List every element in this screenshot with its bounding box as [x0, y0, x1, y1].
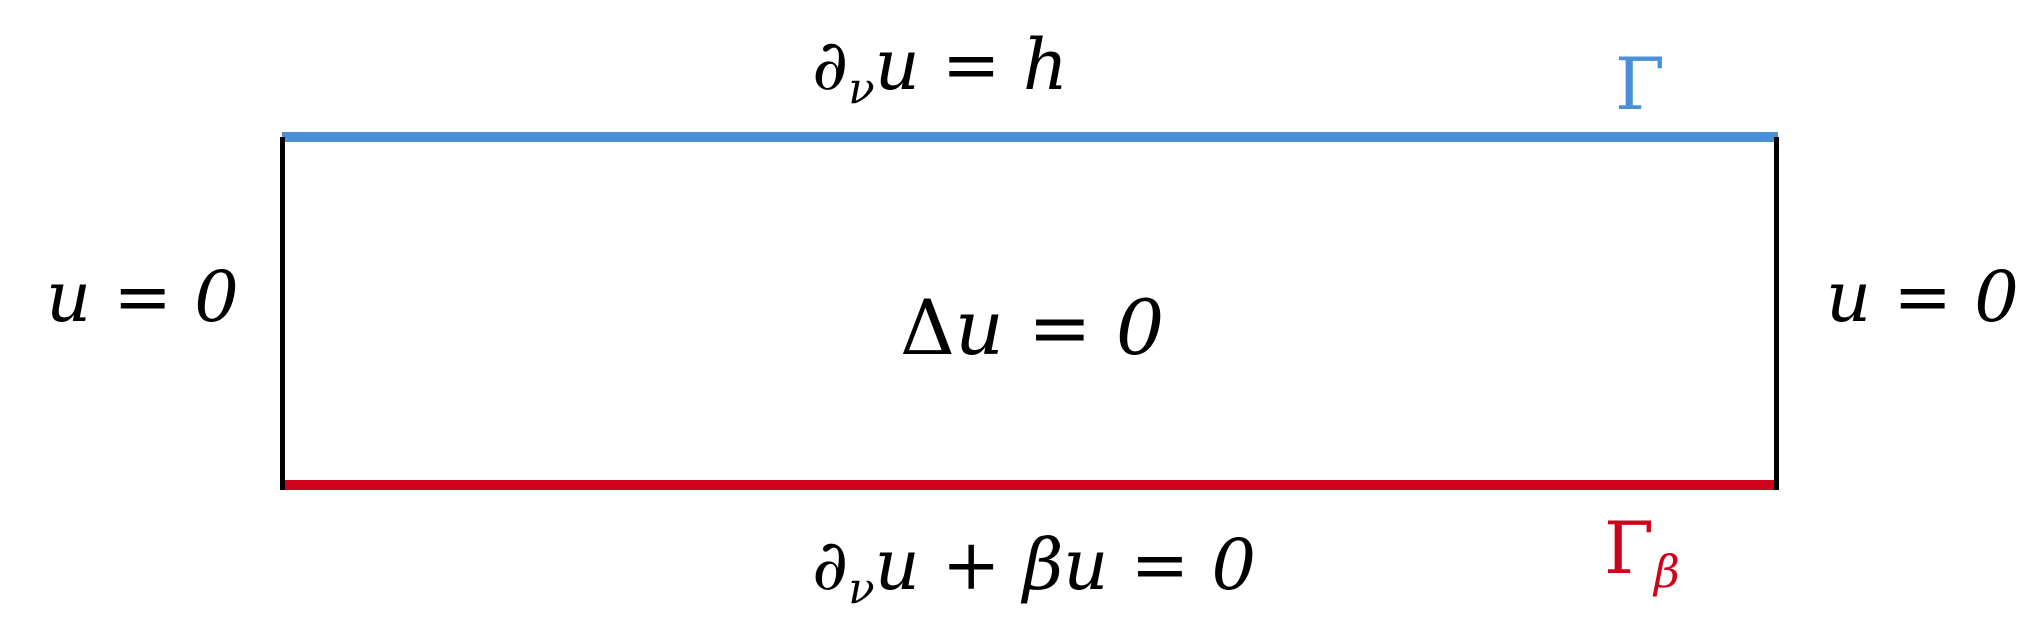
bottom-boundary-edge: [282, 480, 1778, 490]
top-boundary-condition: ∂νu = h: [812, 30, 1068, 111]
partial-symbol: ∂: [812, 24, 849, 106]
beta-subscript: β: [1653, 546, 1680, 599]
interior-rest: u = 0: [954, 283, 1165, 372]
nu-subscript: ν: [848, 563, 875, 614]
partial-symbol: ∂: [812, 524, 849, 606]
nu-subscript: ν: [848, 63, 875, 114]
laplacian-symbol: Δ: [900, 283, 955, 372]
gamma-top-label: Γ: [1615, 42, 1665, 126]
left-boundary-edge: [280, 137, 285, 490]
left-boundary-condition: u = 0: [46, 256, 239, 338]
gamma-beta-main: Γ: [1604, 506, 1654, 590]
bottom-boundary-condition: ∂νu + βu = 0: [812, 530, 1256, 611]
top-boundary-edge: [282, 132, 1778, 142]
right-boundary-condition: u = 0: [1826, 256, 2019, 338]
interior-equation: Δu = 0: [900, 290, 1164, 366]
right-boundary-edge: [1774, 137, 1779, 490]
bottom-bc-rest: u + βu = 0: [874, 524, 1257, 606]
gamma-beta-label: Γβ: [1604, 512, 1680, 595]
top-bc-rest: u = h: [874, 24, 1068, 106]
